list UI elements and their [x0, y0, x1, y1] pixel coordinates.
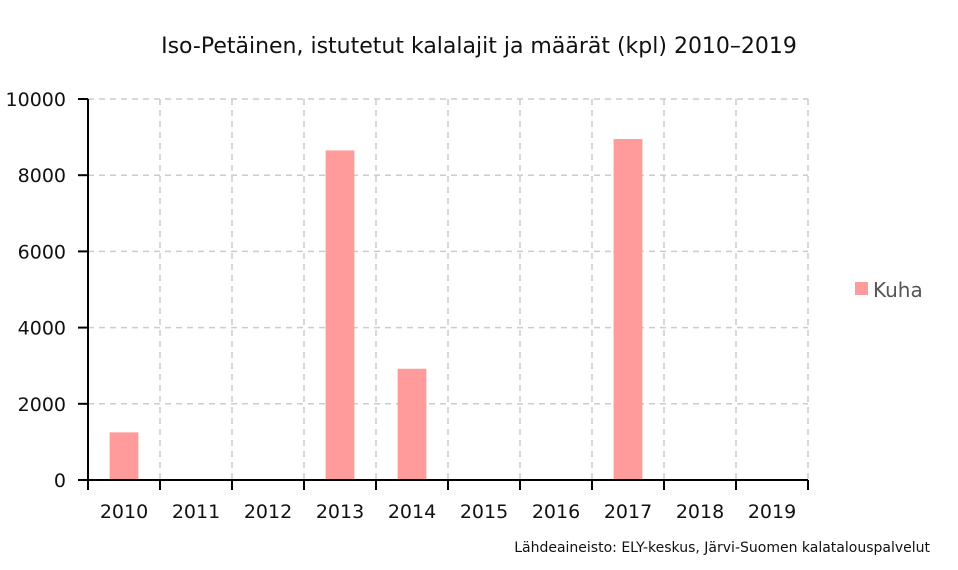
grid-lines [88, 98, 809, 480]
x-tick-label: 2010 [100, 501, 148, 523]
x-tick-label: 2019 [748, 501, 796, 523]
bars [109, 139, 643, 480]
y-tick-label: 10000 [6, 89, 66, 111]
chart-title: Iso-Petäinen, istutetut kalalajit ja mää… [161, 34, 797, 59]
y-tick-labels: 0 2000 4000 6000 8000 10000 [6, 89, 66, 492]
y-tick-label: 6000 [18, 241, 66, 263]
y-tick-label: 4000 [18, 318, 66, 340]
bar-2014 [397, 368, 427, 480]
x-tick-label: 2015 [460, 501, 508, 523]
x-tick-label: 2014 [388, 501, 436, 523]
legend-label-kuha: Kuha [873, 278, 923, 302]
legend: Kuha [855, 278, 923, 302]
x-tick-label: 2012 [244, 501, 292, 523]
bar-2013 [325, 150, 355, 480]
x-tick-labels: 2010 2011 2012 2013 2014 2015 2016 2017 2018 2019 [100, 501, 796, 523]
bar-2010 [109, 432, 139, 480]
source-note: Lähdeaineisto: ELY-keskus, Järvi-Suomen … [514, 540, 930, 556]
y-tick-label: 0 [54, 470, 66, 492]
x-tick-label: 2018 [676, 501, 724, 523]
x-tick-label: 2017 [604, 501, 652, 523]
y-tick-label: 8000 [18, 165, 66, 187]
bar-2017 [613, 139, 643, 480]
legend-swatch-kuha [855, 282, 868, 295]
y-tick-label: 2000 [18, 394, 66, 416]
x-tick-label: 2016 [532, 501, 580, 523]
axes [78, 98, 809, 490]
x-tick-label: 2013 [316, 501, 364, 523]
x-tick-label: 2011 [172, 501, 220, 523]
